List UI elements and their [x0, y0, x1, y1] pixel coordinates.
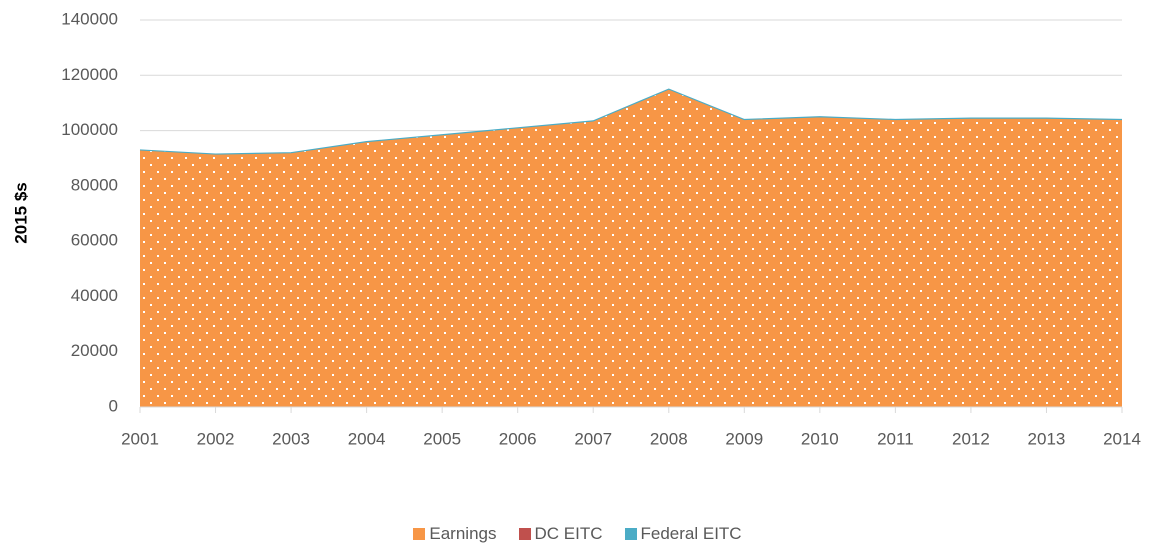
x-tick-label: 2014: [1103, 429, 1141, 448]
x-tick-label: 2004: [348, 429, 386, 448]
legend-swatch: [518, 528, 531, 540]
x-tick-label: 2013: [1028, 429, 1066, 448]
y-tick-label: 80000: [71, 175, 118, 194]
x-tick-label: 2005: [423, 429, 461, 448]
legend: Earnings DC EITC Federal EITC: [0, 524, 1155, 544]
x-tick-label: 2012: [952, 429, 990, 448]
y-axis-title: 2015 $s: [11, 182, 30, 243]
y-tick-label: 20000: [71, 341, 118, 360]
chart: 2015 $s 0 20000 40000 60000 80000 100000 12000…: [11, 9, 1141, 448]
legend-swatch: [624, 528, 637, 540]
y-tick-label: 100000: [61, 120, 118, 139]
x-tick-label: 2011: [877, 429, 914, 448]
x-tick-label: 2002: [197, 429, 235, 448]
legend-swatch: [413, 528, 426, 540]
legend-item: DC EITC: [518, 524, 603, 544]
y-tick-label: 0: [109, 396, 118, 415]
x-tick-label: 2010: [801, 429, 839, 448]
x-tick-label: 2006: [499, 429, 537, 448]
legend-item: Earnings: [413, 524, 497, 544]
legend-item: Federal EITC: [624, 524, 742, 544]
legend-label: Earnings: [429, 524, 497, 543]
x-tick-label: 2008: [650, 429, 688, 448]
x-tick-label: 2001: [121, 429, 159, 448]
legend-label: Federal EITC: [640, 524, 742, 543]
y-tick-label: 120000: [61, 65, 118, 84]
x-tick-label: 2009: [725, 429, 763, 448]
y-tick-label: 140000: [61, 9, 118, 28]
y-tick-label: 60000: [71, 231, 118, 250]
y-tick-label: 40000: [71, 286, 118, 305]
legend-label: DC EITC: [534, 524, 603, 543]
area: [139, 88, 1123, 155]
area: [140, 89, 1122, 407]
x-tick-label: 2003: [272, 429, 310, 448]
x-tick-label: 2007: [574, 429, 612, 448]
